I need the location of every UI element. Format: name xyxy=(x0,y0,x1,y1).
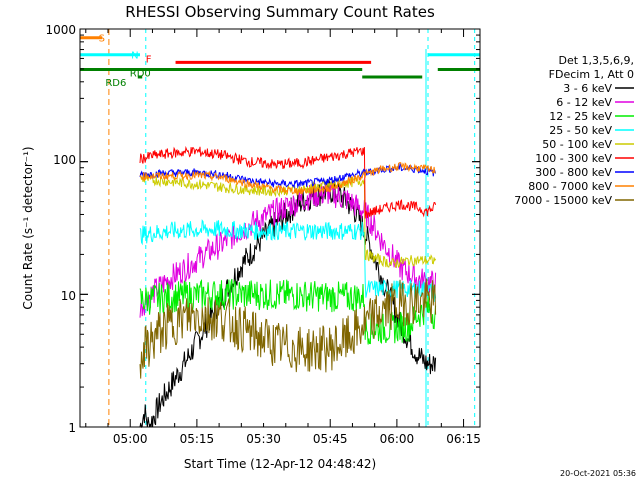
legend-label-7000-15000-kev: 7000 - 15000 keV xyxy=(514,194,612,207)
y-tick-label-1: 1 xyxy=(68,421,76,435)
x-axis-label: Start Time (12-Apr-12 04:48:42) xyxy=(184,457,376,471)
legend-label-50-100-kev: 50 - 100 keV xyxy=(542,138,612,151)
legend-label-300-800-kev: 300 - 800 keV xyxy=(535,166,612,179)
legend: Det 1,3,5,6,9, FDecim 1, Att 0 3 - 6 keV… xyxy=(514,54,634,207)
legend-label-800-7000-kev: 800 - 7000 keV xyxy=(528,180,612,193)
series-line-7000-15000-kev xyxy=(139,278,437,379)
plot-frame xyxy=(79,28,481,428)
series-line-800-7000-kev xyxy=(139,161,436,196)
legend-label-12-25-kev: 12 - 25 keV xyxy=(549,110,612,123)
x-tick-label-05-00: 05:00 xyxy=(113,432,148,446)
x-tick-label-05-45: 05:45 xyxy=(313,432,348,446)
legend-label-25-50-kev: 25 - 50 keV xyxy=(549,124,612,137)
y-axis-label: Count Rate (s⁻¹ detector⁻¹) xyxy=(21,146,35,309)
status-label-n: N xyxy=(131,51,138,62)
y-axis xyxy=(80,28,480,428)
legend-label-6-12-kev: 6 - 12 keV xyxy=(556,96,612,109)
x-tick-label-05-30: 05:30 xyxy=(246,432,281,446)
series-line-25-50-kev xyxy=(139,219,437,302)
y-tick-label-100: 100 xyxy=(53,153,76,167)
y-tick-label-10: 10 xyxy=(61,289,76,303)
chart-title: RHESSI Observing Summary Count Rates xyxy=(125,3,435,21)
x-tick-label-05-15: 05:15 xyxy=(180,432,215,446)
x-axis: 05:00 05:15 05:30 05:45 06:00 06:15 xyxy=(85,29,481,446)
status-label-f: F xyxy=(146,54,152,65)
series-line-12-25-kev xyxy=(139,278,437,345)
x-tick-label-06-15: 06:15 xyxy=(446,432,481,446)
plot-area: S N F RD0 RD6 xyxy=(80,29,480,429)
series-line-6-12-kev xyxy=(139,181,437,318)
series-line-100-300-kev xyxy=(139,145,437,219)
y-tick-label-1000: 1000 xyxy=(45,23,76,37)
legend-header-line1: Det 1,3,5,6,9, xyxy=(558,54,634,67)
legend-header-line2: FDecim 1, Att 0 xyxy=(549,68,634,81)
x-tick-label-06-00: 06:00 xyxy=(380,432,415,446)
legend-label-100-300-kev: 100 - 300 keV xyxy=(535,152,612,165)
status-label-rd0: RD0 xyxy=(130,69,151,80)
legend-label-3-6-kev: 3 - 6 keV xyxy=(563,82,612,95)
footer-timestamp: 20-Oct-2021 05:36 xyxy=(560,469,636,478)
status-label-s: S xyxy=(99,34,105,45)
status-label-rd6: RD6 xyxy=(105,78,126,89)
